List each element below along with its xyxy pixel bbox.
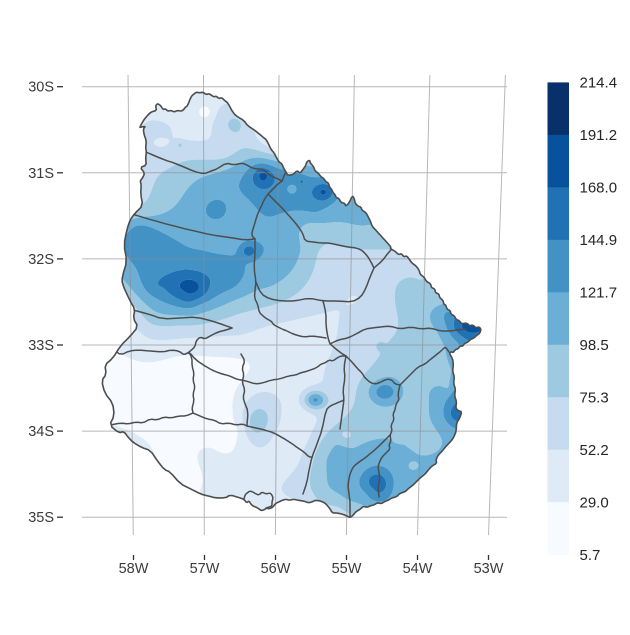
svg-text:56W: 56W bbox=[261, 561, 291, 577]
svg-text:121.7: 121.7 bbox=[580, 285, 618, 302]
svg-text:31S: 31S bbox=[28, 166, 54, 182]
svg-text:58W: 58W bbox=[119, 561, 149, 577]
svg-text:32S: 32S bbox=[28, 252, 54, 268]
svg-text:35S: 35S bbox=[28, 510, 54, 526]
svg-text:98.5: 98.5 bbox=[580, 337, 609, 354]
svg-text:214.4: 214.4 bbox=[580, 75, 618, 92]
svg-text:29.0: 29.0 bbox=[580, 494, 609, 511]
svg-text:52.2: 52.2 bbox=[580, 442, 609, 459]
svg-text:57W: 57W bbox=[190, 561, 220, 577]
svg-text:33S: 33S bbox=[28, 338, 54, 354]
svg-text:30S: 30S bbox=[28, 80, 54, 96]
svg-text:34S: 34S bbox=[28, 424, 54, 440]
svg-text:55W: 55W bbox=[332, 561, 362, 577]
svg-text:75.3: 75.3 bbox=[580, 390, 609, 407]
svg-text:54W: 54W bbox=[403, 561, 433, 577]
svg-text:191.2: 191.2 bbox=[580, 127, 618, 144]
svg-text:168.0: 168.0 bbox=[580, 180, 618, 197]
svg-text:53W: 53W bbox=[474, 561, 504, 577]
svg-text:5.7: 5.7 bbox=[580, 547, 601, 564]
svg-text:144.9: 144.9 bbox=[580, 232, 618, 249]
